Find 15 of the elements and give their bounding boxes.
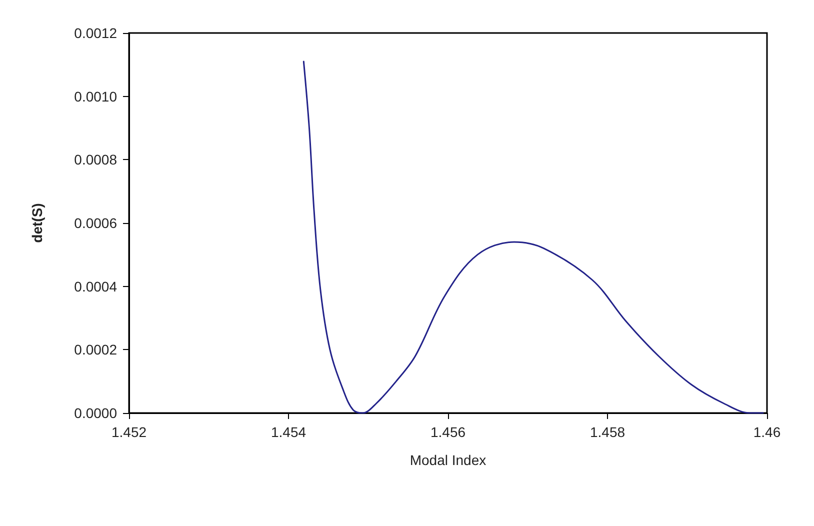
- y-axis-title: det(S): [29, 203, 45, 243]
- y-tick-label: 0.0006: [74, 215, 118, 231]
- y-tick-label: 0.0004: [74, 278, 118, 294]
- y-tick-label: 0.0012: [74, 25, 118, 41]
- x-tick-label: 1.454: [270, 424, 306, 440]
- line-series: [302, 60, 764, 414]
- x-axis-title: Modal Index: [410, 452, 486, 468]
- y-tick-label: 0.0010: [74, 88, 118, 104]
- x-tick-label: 1.456: [430, 424, 466, 440]
- x-tick-label: 1.458: [590, 424, 626, 440]
- y-tick-label: 0.0000: [74, 405, 118, 421]
- y-tick-label: 0.0002: [74, 342, 118, 358]
- x-tick-label: 1.46: [753, 424, 781, 440]
- y-tick-label: 0.0008: [74, 152, 118, 168]
- x-tick-label: 1.452: [111, 424, 147, 440]
